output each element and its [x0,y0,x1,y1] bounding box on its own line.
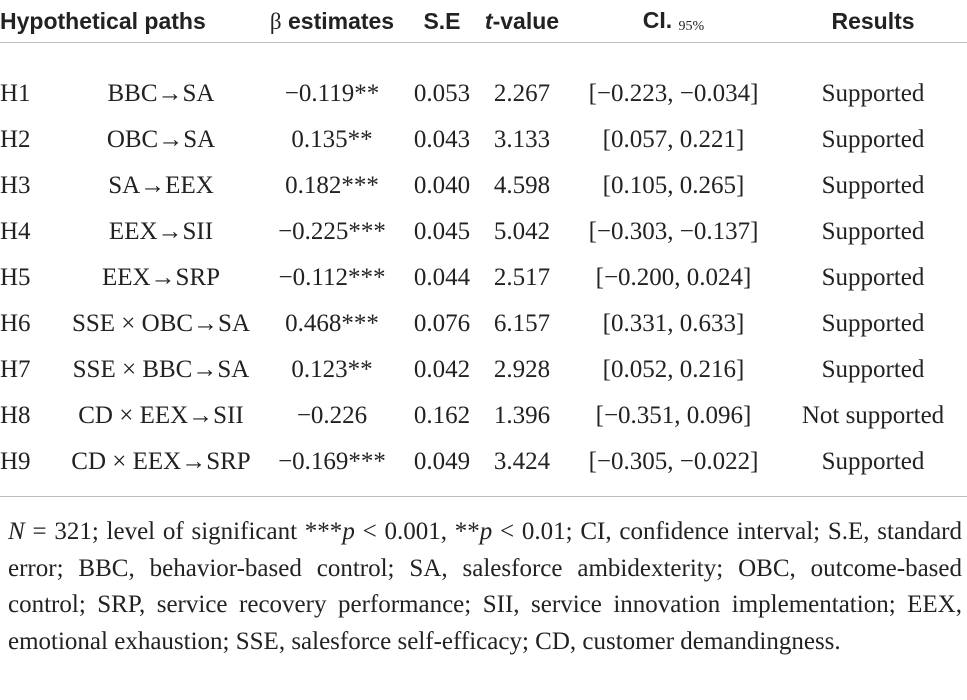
result: Supported [821,264,925,291]
p-symbol: p [342,518,355,545]
footnote-text-2: < 0.001, ** [354,518,480,545]
hypothesis-path: CD × EEX→SRP [71,448,251,475]
hypothesis-id: H1 [0,80,31,107]
result: Supported [821,356,925,383]
beta-estimate: −0.119** [284,80,380,107]
standard-error: 0.042 [413,356,471,383]
result: Supported [821,80,925,107]
table-row: H8 CD × EEX→SII −0.226 0.162 1.396 [−0.3… [0,393,967,439]
result: Supported [821,218,925,245]
standard-error: 0.076 [413,310,471,337]
hypothesis-path: SSE × BBC→SA [72,356,250,383]
table-footnote: N = 321; level of significant ***p < 0.0… [8,514,962,660]
t-value: 4.598 [493,172,551,199]
table-row: H5 EEX→SRP −0.112*** 0.044 2.517 [−0.200… [0,255,967,301]
table-row: H9 CD × EEX→SRP −0.169*** 0.049 3.424 [−… [0,439,967,485]
beta-estimate: 0.135** [291,126,373,153]
table-row: H6 SSE × OBC→SA 0.468*** 0.076 6.157 [0.… [0,301,967,347]
hypothesis-path: EEX→SRP [101,264,221,291]
confidence-interval: [−0.305, −0.022] [588,448,759,475]
hypothesis-id: H6 [0,310,31,337]
t-value: 2.517 [493,264,551,291]
confidence-interval: [0.052, 0.216] [602,356,745,383]
result: Supported [821,310,925,337]
beta-estimate: −0.226 [296,402,368,429]
beta-estimate: −0.225*** [278,218,386,245]
hypothesis-id: H5 [0,264,31,291]
result: Supported [821,172,925,199]
beta-header-text: estimates [281,7,395,34]
header-hypothetical-paths: Hypothetical paths [0,7,206,34]
hypothesis-id: H4 [0,218,31,245]
hypothesis-path: EEX→SII [108,218,214,245]
table-header-row: Hypothetical paths β estimates S.E t-val… [0,0,967,43]
t-value: 2.928 [493,356,551,383]
beta-estimate: 0.468*** [285,310,379,337]
result: Supported [821,448,925,475]
t-value: 1.396 [493,402,551,429]
confidence-interval: [−0.351, 0.096] [595,402,752,429]
header-beta-estimates: β estimates [256,0,408,43]
n-symbol: N [8,518,25,545]
standard-error: 0.049 [413,448,471,475]
t-value: 5.042 [493,218,551,245]
confidence-interval: [0.057, 0.221] [602,126,745,153]
t-value: 3.133 [493,126,551,153]
t-header-text: -value [492,7,560,34]
ci-subscript: 95% [678,19,705,34]
result: Supported [821,126,925,153]
hypothesis-id: H7 [0,356,31,383]
confidence-interval: [−0.303, −0.137] [588,218,759,245]
table-bottom-rule [0,496,967,497]
hypothesis-path: SA→EEX [108,172,214,199]
standard-error: 0.045 [413,218,471,245]
beta-estimate: −0.112*** [278,264,386,291]
header-confidence-interval: CI. 95% [568,0,779,43]
result: Not supported [801,402,945,429]
table-spacer-row [0,43,967,72]
beta-symbol: β [269,8,282,34]
hypothesis-results-table: Hypothetical paths β estimates S.E t-val… [0,0,967,485]
beta-estimate: 0.182*** [285,172,379,199]
standard-error: 0.053 [413,80,471,107]
hypothesis-id: H8 [0,402,31,429]
standard-error: 0.162 [413,402,471,429]
standard-error: 0.040 [413,172,471,199]
header-t-value: t-value [476,0,568,43]
ci-header-text: CI. [642,7,673,33]
standard-error: 0.043 [413,126,471,153]
t-symbol: t [484,7,493,34]
header-standard-error: S.E [423,7,461,34]
standard-error: 0.044 [413,264,471,291]
header-results: Results [831,7,915,34]
table-row: H3 SA→EEX 0.182*** 0.040 4.598 [0.105, 0… [0,163,967,209]
hypothesis-path: CD × EEX→SII [78,402,244,429]
beta-estimate: −0.169*** [278,448,386,475]
table-row: H4 EEX→SII −0.225*** 0.045 5.042 [−0.303… [0,209,967,255]
beta-estimate: 0.123** [291,356,373,383]
t-value: 3.424 [493,448,551,475]
t-value: 6.157 [493,310,551,337]
hypothesis-path: OBC→SA [106,126,216,153]
hypothesis-path: BBC→SA [107,80,215,107]
confidence-interval: [−0.200, 0.024] [595,264,752,291]
hypothesis-id: H9 [0,448,31,475]
confidence-interval: [0.105, 0.265] [602,172,745,199]
table-row: H1 BBC→SA −0.119** 0.053 2.267 [−0.223, … [0,71,967,117]
hypothesis-id: H2 [0,126,31,153]
t-value: 2.267 [493,80,551,107]
hypothesis-id: H3 [0,172,31,199]
p-symbol: p [479,518,493,545]
footnote-text-3: < 0.01; CI, confidence interval; S.E, st… [8,518,963,655]
confidence-interval: [0.331, 0.633] [602,310,745,337]
table-row: H2 OBC→SA 0.135** 0.043 3.133 [0.057, 0.… [0,117,967,163]
confidence-interval: [−0.223, −0.034] [588,80,759,107]
footnote-text-1: = 321; level of significant *** [24,518,343,545]
table-row: H7 SSE × BBC→SA 0.123** 0.042 2.928 [0.0… [0,347,967,393]
hypothesis-path: SSE × OBC→SA [71,310,251,337]
